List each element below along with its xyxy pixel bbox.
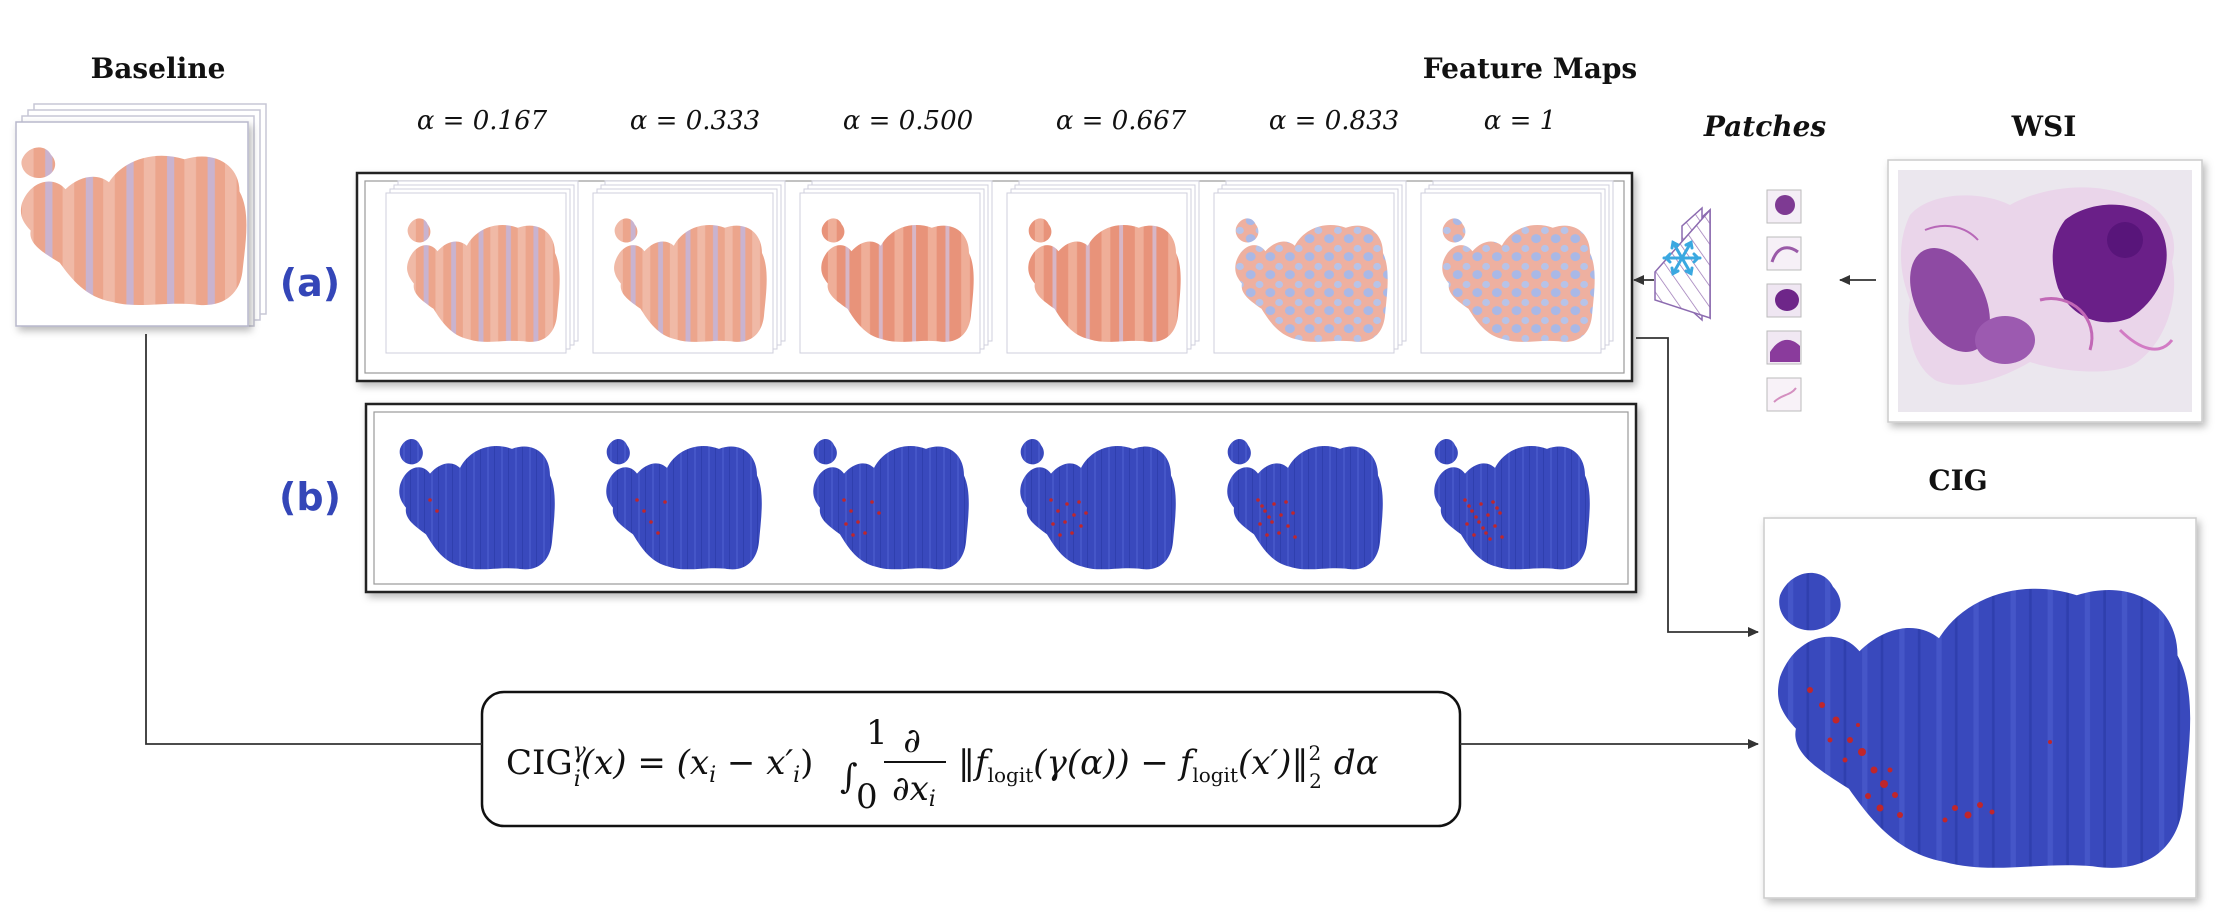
attribution-map-b-6 — [1434, 439, 1590, 570]
formula-int-lower: 0 — [856, 777, 878, 817]
alpha-label-1: α = 0.167 — [417, 106, 548, 136]
cig-image — [1763, 517, 2197, 899]
cig-title: CIG — [1928, 464, 1987, 497]
cig-formula: CIGγ i(x) = (xi − x′i) — [506, 739, 813, 792]
formula-sub-i: i — [709, 763, 716, 788]
cig-highlight-regions — [1807, 687, 2052, 823]
formula-norm: ‖flogit(γ(α)) − flogit(x′)‖2 2 dα — [958, 741, 1379, 793]
formula-partial-den: ∂xi — [892, 769, 936, 812]
alpha-labels: α = 0.167 α = 0.333 α = 0.500 α = 0.667 … — [417, 106, 1556, 136]
alpha-label-5: α = 0.833 — [1269, 106, 1399, 136]
formula-logit: logit — [988, 763, 1034, 787]
attribution-map-b-2 — [606, 439, 762, 570]
baseline-to-formula-line — [145, 334, 482, 745]
feature-maps-row-b — [364, 402, 1638, 594]
attribution-map-b-5 — [1227, 439, 1383, 570]
feature-map-a-4 — [1006, 180, 1200, 354]
wsi-title: WSI — [2011, 110, 2077, 143]
connectors — [145, 275, 1876, 749]
feature-map-a-2 — [592, 180, 786, 354]
baseline-title: Baseline — [91, 52, 226, 85]
encoder — [1654, 206, 1711, 322]
formula-logit2: logit — [1192, 763, 1238, 787]
formula-close: ) — [800, 743, 813, 783]
patches-title: Patches — [1703, 110, 1827, 143]
baseline-stack — [15, 103, 267, 327]
formula-integral: ∫ — [840, 757, 858, 797]
feature-map-a-6 — [1420, 180, 1614, 354]
alpha-label-2: α = 0.333 — [630, 106, 760, 136]
formula-sub-i2: i — [793, 763, 800, 788]
formula-lhs: CIG — [506, 743, 573, 783]
features-to-cig-arrow — [1636, 337, 1759, 637]
formula-norm-sub: 2 — [1309, 769, 1322, 793]
row-b-thumbnails — [399, 439, 1590, 570]
feature-maps-title: Feature Maps — [1423, 52, 1637, 85]
feature-map-a-3 — [799, 180, 993, 354]
alpha-label-6: α = 1 — [1484, 106, 1556, 136]
formula-norm-open: ‖f — [958, 743, 993, 783]
formula-int-upper: 1 — [866, 713, 888, 753]
attribution-map-b-3 — [813, 439, 969, 570]
formula-norm-close: ‖ — [1291, 743, 1308, 783]
attribution-map-b-4 — [1020, 439, 1176, 570]
formula-pow: 2 — [1308, 741, 1321, 765]
row-label-b: (b) — [279, 475, 341, 519]
wsi-image — [1887, 159, 2203, 423]
row-a-thumbnails — [385, 180, 1614, 354]
formula-xprime: (x′) — [1238, 743, 1291, 783]
formula-minus: − x′ — [716, 743, 793, 783]
alpha-label-4: α = 0.667 — [1056, 106, 1187, 136]
row-label-a: (a) — [280, 261, 340, 305]
alpha-label-3: α = 0.500 — [843, 106, 973, 136]
formula-partial-num: ∂ — [903, 721, 921, 761]
formula-lhs-arg: (x) = (x — [581, 743, 709, 783]
formula-box: CIGγ i(x) = (xi − x′i) ∫ 1 0 ∂ ∂xi ‖flogi… — [480, 690, 1462, 828]
formula-lhs-sub: i — [574, 767, 581, 792]
formula-lhs-sup: γ — [573, 739, 587, 764]
feature-map-a-1 — [385, 180, 579, 354]
snowflake-icon — [1662, 240, 1702, 276]
formula-dalpha: dα — [1334, 743, 1379, 783]
attribution-map-b-1 — [399, 439, 555, 570]
formula-gamma-arg: (γ(α)) − f — [1033, 743, 1197, 783]
patches-column — [1766, 189, 1802, 412]
feature-map-a-5 — [1213, 180, 1407, 354]
